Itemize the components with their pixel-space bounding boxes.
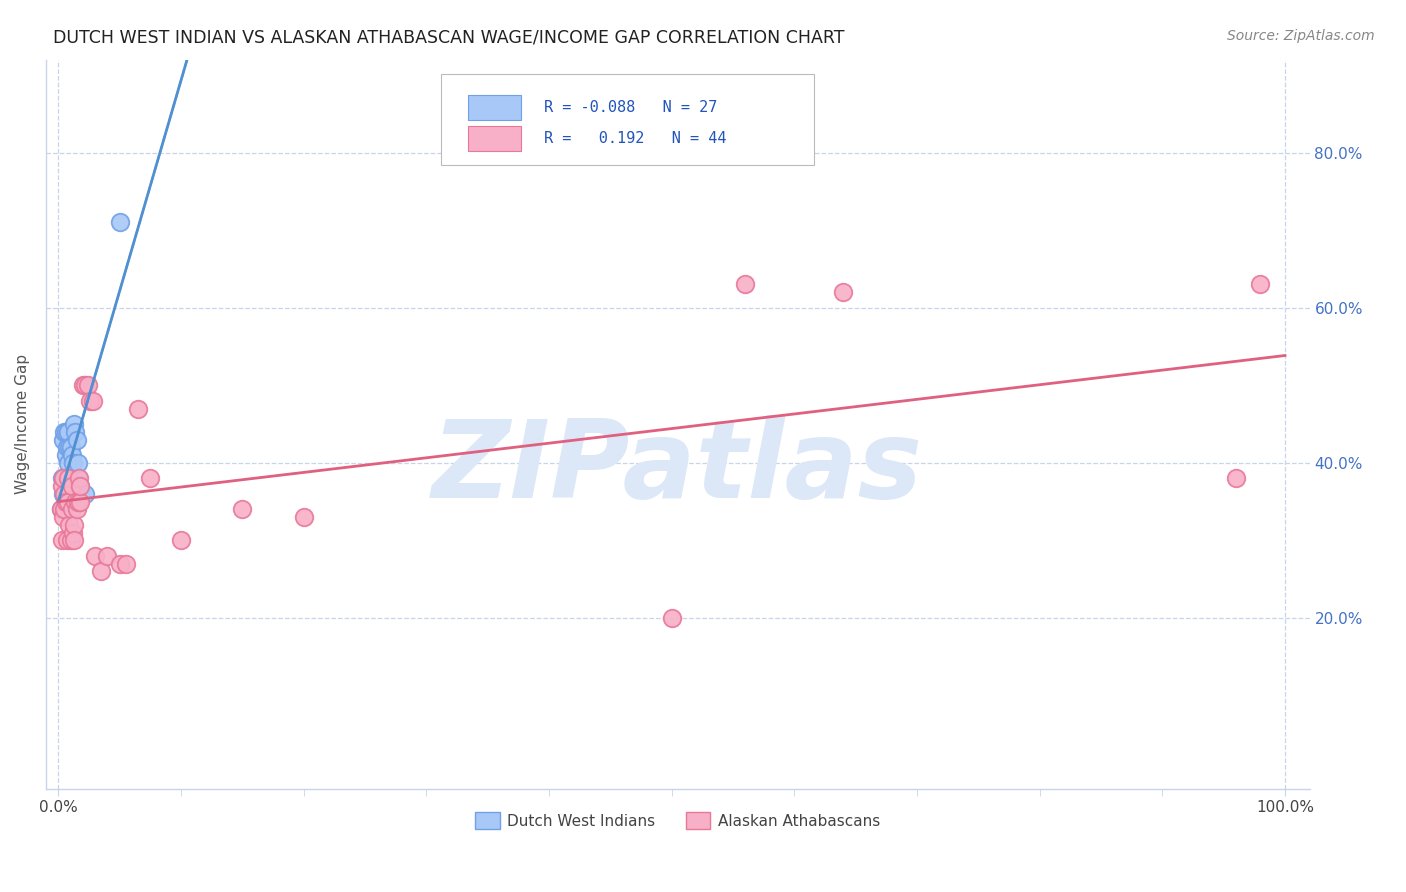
Point (62, 487, 84, 501)
Point (56, 471, 79, 485)
FancyBboxPatch shape (468, 95, 522, 120)
FancyBboxPatch shape (441, 74, 814, 165)
Point (51, 479, 73, 493)
Point (1225, 471, 1247, 485)
Point (59, 533, 82, 548)
Point (56, 456, 79, 470)
Point (69, 479, 91, 493)
Point (139, 471, 162, 485)
Point (734, 277, 756, 292)
Point (75, 487, 97, 501)
Text: ZIPatlas: ZIPatlas (432, 415, 924, 521)
Point (66, 456, 89, 470)
Point (53, 502, 76, 516)
Point (75, 378, 97, 392)
Point (60, 448, 83, 462)
Point (90, 565, 112, 579)
Point (58, 440, 80, 454)
Point (52, 433, 75, 447)
Point (1249, 277, 1271, 292)
Point (62, 456, 84, 470)
Point (52, 471, 75, 485)
Text: R = -0.088   N = 27: R = -0.088 N = 27 (544, 100, 717, 115)
Point (60, 502, 83, 516)
Point (60, 487, 83, 501)
Point (52, 487, 75, 501)
Point (60, 479, 83, 493)
Point (56, 494, 79, 508)
Point (69, 494, 91, 508)
Point (49, 502, 72, 516)
Point (53, 425, 76, 439)
Point (66, 494, 89, 508)
Point (56, 487, 79, 501)
Legend: Dutch West Indians, Alaskan Athabascans: Dutch West Indians, Alaskan Athabascans (470, 805, 886, 836)
Point (72, 378, 94, 392)
Point (66, 502, 89, 516)
Point (292, 510, 315, 524)
Text: Source: ZipAtlas.com: Source: ZipAtlas.com (1227, 29, 1375, 43)
Point (661, 611, 683, 625)
FancyBboxPatch shape (468, 126, 522, 151)
Point (53, 471, 76, 485)
Point (79, 393, 101, 408)
Point (63, 517, 86, 532)
Point (76, 378, 98, 392)
Point (59, 440, 82, 454)
Point (56, 440, 79, 454)
Point (67, 471, 90, 485)
Point (96, 549, 118, 563)
Point (56, 425, 79, 439)
Point (62, 525, 84, 540)
Point (55, 425, 77, 439)
Point (832, 285, 855, 300)
Point (66, 471, 89, 485)
Point (231, 502, 253, 516)
Point (108, 215, 131, 229)
Point (127, 401, 149, 416)
Point (114, 557, 136, 571)
Point (53, 487, 76, 501)
Point (69, 479, 91, 493)
Point (51, 533, 73, 548)
Point (65, 494, 87, 508)
Point (84, 549, 107, 563)
Point (55, 494, 77, 508)
Y-axis label: Wage/Income Gap: Wage/Income Gap (15, 354, 30, 494)
Point (55, 448, 77, 462)
Point (51, 471, 73, 485)
Point (63, 533, 86, 548)
Point (56, 533, 79, 548)
Point (108, 557, 131, 571)
Point (65, 425, 87, 439)
Point (170, 533, 193, 548)
Point (66, 433, 89, 447)
Point (58, 471, 80, 485)
Point (49, 502, 72, 516)
Point (52, 510, 75, 524)
Point (58, 517, 80, 532)
Point (63, 417, 86, 431)
Text: DUTCH WEST INDIAN VS ALASKAN ATHABASCAN WAGE/INCOME GAP CORRELATION CHART: DUTCH WEST INDIAN VS ALASKAN ATHABASCAN … (53, 29, 845, 46)
Text: R =   0.192   N = 44: R = 0.192 N = 44 (544, 131, 727, 145)
Point (82, 393, 104, 408)
